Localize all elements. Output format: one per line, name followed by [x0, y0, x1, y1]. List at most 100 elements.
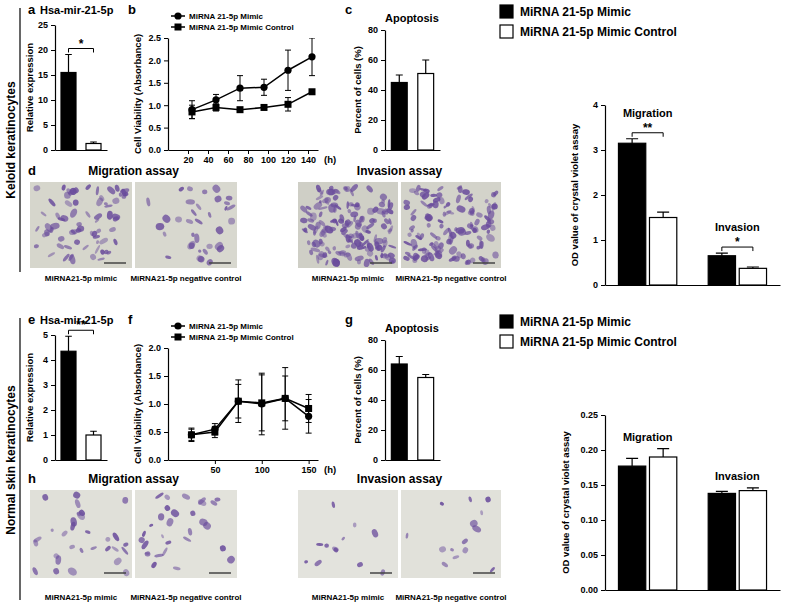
plot-marks: [61, 336, 101, 460]
cell: [95, 186, 99, 195]
cell: [85, 530, 92, 535]
y-tick-mark: [381, 460, 385, 461]
bar: [391, 83, 407, 151]
cell: [356, 561, 363, 568]
cell: [54, 212, 61, 220]
category-label: Invasion: [715, 221, 760, 233]
cell: [439, 223, 444, 229]
y-tick-label: 4: [593, 100, 598, 110]
micrograph-background: [30, 490, 132, 578]
error-bar: [285, 98, 291, 111]
marker: [285, 101, 292, 108]
x-tick-label: 100: [261, 155, 276, 165]
cell: [122, 497, 129, 504]
x-tick-mark: [308, 150, 309, 154]
x-axis: [386, 460, 441, 461]
x-tick-mark: [248, 150, 249, 154]
legend-label: MiRNA 21-5p Mimic: [189, 322, 263, 331]
y-tick: 1.5: [148, 371, 168, 381]
y-axis-title: OD value of crystal violet assay: [560, 431, 571, 574]
legend: MiRNA 21-5p MimicMiRNA 21-5p Mimic Contr…: [171, 12, 294, 32]
cell: [452, 554, 460, 559]
bar: [708, 493, 735, 590]
x-tick: 140: [301, 150, 316, 165]
bar-chart: 020406080gApoptosisPercent of cells (%): [345, 312, 441, 465]
y-tick: 0: [43, 145, 55, 155]
y-tick-label: 0.0: [148, 145, 161, 155]
panel-label: f: [128, 312, 133, 327]
y-tick-mark: [51, 75, 55, 76]
y-tick-label: 60: [368, 365, 378, 375]
y-axis-title: Relative expression: [24, 43, 35, 132]
y-tick-label: 2.0: [148, 343, 161, 353]
micrograph: [30, 490, 132, 578]
cell: [97, 257, 105, 261]
error-bar: [65, 55, 72, 73]
error-bar: [422, 375, 429, 378]
y-tick-mark: [51, 410, 55, 411]
image-panel: dMiRNA21-5p mimicMiRNA21-5p negative con…: [28, 163, 507, 283]
cell: [410, 214, 418, 222]
cell: [206, 243, 213, 249]
cell: [154, 553, 164, 558]
cell: [410, 228, 414, 233]
x-axis: [56, 460, 108, 461]
y-tick-mark: [601, 450, 605, 451]
x-axis-line: [169, 460, 319, 461]
cell: [453, 227, 457, 232]
error-bar: [212, 426, 218, 437]
cell: [331, 188, 339, 194]
y-tick: 15: [38, 70, 55, 80]
y-tick: 1.5: [148, 78, 168, 88]
cell: [456, 185, 463, 191]
cell: [407, 232, 413, 238]
cell: [89, 253, 97, 261]
y-tick-mark: [381, 430, 385, 431]
legend-marker: [174, 322, 181, 329]
plot-marks: [391, 357, 433, 461]
cell: [205, 258, 214, 267]
cell: [486, 229, 490, 234]
bar: [649, 218, 676, 286]
y-tick: 2.0: [148, 56, 168, 66]
panel-label: h: [28, 471, 36, 486]
legend-swatch: [500, 25, 513, 38]
error-bar: [396, 75, 403, 83]
cell: [57, 235, 65, 242]
cell: [380, 254, 389, 259]
cell: [491, 202, 497, 212]
cell: [442, 227, 451, 236]
y-axis-title: Percent of cells (%): [352, 46, 363, 134]
y-tick-mark: [601, 555, 605, 556]
y-tick: 1: [593, 235, 605, 245]
y-axis: 020406080: [368, 335, 386, 465]
cell: [226, 195, 233, 200]
bar: [86, 144, 101, 151]
cell: [437, 185, 445, 192]
cell: [379, 192, 389, 202]
series-line: [191, 398, 308, 434]
error-bar: [657, 449, 669, 457]
cell: [342, 223, 349, 228]
plot-marks: [188, 38, 315, 119]
cell: [112, 197, 121, 205]
cell: [347, 238, 353, 244]
y-tick: 0.0: [148, 145, 168, 155]
cell: [366, 242, 375, 253]
y-tick-label: 5: [43, 120, 48, 130]
y-tick-label: 3: [593, 145, 598, 155]
category-label: Migration: [623, 107, 673, 119]
cell: [96, 240, 100, 245]
cell: [461, 546, 469, 554]
y-tick: 0.5: [148, 427, 168, 437]
y-tick: 5: [43, 120, 55, 130]
cell: [305, 205, 312, 211]
cell: [362, 245, 367, 249]
x-tick-mark: [188, 150, 189, 154]
y-tick-mark: [164, 348, 168, 349]
plot-marks: [391, 60, 433, 150]
y-tick: 2: [43, 405, 55, 415]
cell: [94, 218, 100, 223]
micrograph: [298, 182, 398, 268]
cell: [410, 238, 418, 249]
